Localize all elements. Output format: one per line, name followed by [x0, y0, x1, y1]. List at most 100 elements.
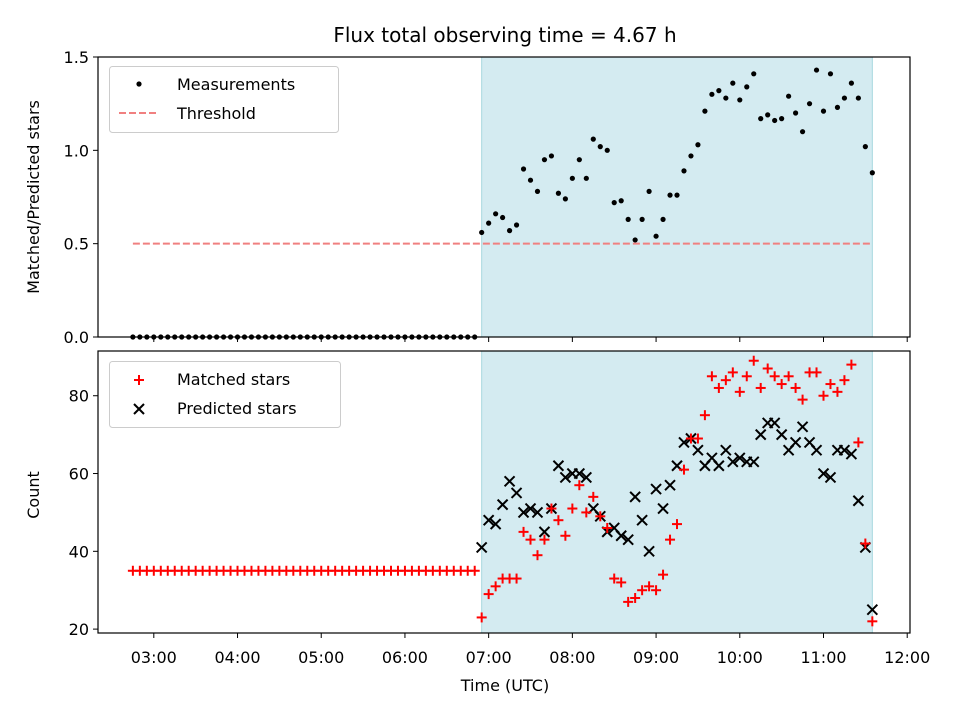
- measurement-point: [709, 91, 715, 97]
- predicted-star-point: [734, 452, 746, 464]
- predicted-star-point-b: [671, 460, 683, 472]
- measurement-point: [527, 177, 534, 183]
- predicted-star-point-b: [538, 526, 551, 538]
- predicted-star-point-b: [664, 479, 676, 491]
- predicted-star-point-b: [720, 444, 732, 456]
- predicted-star-point-b: [768, 417, 781, 429]
- measurement-point: [576, 157, 582, 163]
- measurement-point: [625, 216, 631, 222]
- bottom-y-tick-label: 60: [69, 465, 89, 484]
- matched-star-point: [748, 355, 759, 366]
- measurement-point: [772, 117, 778, 124]
- matched-star-point: [713, 382, 724, 393]
- predicted-star-point: [503, 475, 516, 488]
- predicted-star-point: [517, 506, 530, 519]
- matched-star-point: [699, 410, 710, 421]
- predicted-star-point-b: [622, 533, 634, 546]
- predicted-star-point: [817, 467, 830, 480]
- bottom-shaded-span: [481, 350, 873, 634]
- predicted-star-point: [775, 428, 788, 441]
- predicted-star-point: [657, 502, 669, 515]
- predicted-star-point: [510, 487, 523, 499]
- matched-star-point: [678, 464, 689, 475]
- measurement-point: [855, 95, 861, 101]
- predicted-star-point: [629, 491, 641, 503]
- x-tick-label: 05:00: [298, 648, 344, 667]
- measurement-point: [841, 95, 848, 101]
- measurement-point: [765, 112, 771, 118]
- legend-matched-marker: [134, 375, 144, 385]
- measurement-point: [792, 110, 799, 116]
- measurement-point: [520, 166, 527, 172]
- matched-star-point: [658, 569, 669, 580]
- measurement-point: [604, 147, 610, 153]
- predicted-star-point-b: [531, 506, 544, 519]
- legend-measurements-marker: [136, 81, 142, 87]
- bottom-axes-frame: [97, 350, 911, 634]
- predicted-star-point: [489, 518, 502, 530]
- measurement-point: [674, 192, 680, 198]
- measurement-point: [716, 88, 722, 94]
- top-legend: Measurements Threshold: [109, 66, 339, 133]
- predicted-star-point: [650, 483, 662, 495]
- predicted-star-point-b: [475, 541, 488, 554]
- measurement-point: [834, 104, 841, 110]
- x-tick-label: 09:00: [633, 648, 679, 667]
- predicted-star-point: [852, 495, 865, 507]
- predicted-star-point: [789, 436, 802, 449]
- matched-star-point: [546, 503, 557, 514]
- matched-star-point: [825, 379, 836, 390]
- matched-star-point: [860, 538, 871, 549]
- measurement-point: [730, 80, 736, 86]
- x-tick-label: 03:00: [131, 648, 177, 667]
- matched-star-point: [790, 382, 801, 393]
- predicted-star-point: [559, 471, 572, 484]
- predicted-star-point-b: [496, 498, 509, 511]
- matched-star-point: [644, 581, 655, 592]
- legend-matched-label: Matched stars: [177, 370, 290, 389]
- predicted-star-point-b: [510, 487, 523, 499]
- bottom-y-axis-label: Count: [24, 471, 43, 519]
- top-y-axis-label: Matched/Predicted stars: [24, 100, 43, 294]
- matched-star-point: [720, 375, 731, 386]
- measurement-point: [493, 211, 499, 217]
- matched-star-point: [832, 386, 843, 397]
- x-tick-label: 08:00: [549, 648, 595, 667]
- matched-star-point: [811, 367, 822, 378]
- measurement-point: [590, 136, 596, 142]
- matched-star-point: [630, 592, 641, 603]
- predicted-star-point: [796, 421, 809, 433]
- predicted-star-point: [475, 541, 488, 554]
- predicted-star-point-b: [706, 452, 718, 464]
- predicted-star-point-b: [482, 514, 495, 526]
- predicted-star-point: [824, 471, 837, 484]
- matched-star-point: [588, 491, 599, 502]
- predicted-star-point-b: [789, 436, 802, 449]
- predicted-star-point-b: [489, 518, 502, 530]
- predicted-star-point-b: [580, 471, 593, 484]
- predicted-star-point: [622, 533, 634, 546]
- measurement-point: [660, 216, 666, 222]
- matched-star-point: [706, 371, 717, 382]
- predicted-star-point-b: [748, 456, 760, 468]
- predicted-star-point-b: [796, 421, 809, 433]
- predicted-star-point: [664, 479, 676, 491]
- predicted-star-point: [713, 460, 725, 472]
- matched-star-point: [665, 534, 676, 545]
- matched-star-point: [581, 507, 592, 518]
- measurement-point: [827, 71, 834, 77]
- bottom-y-tick-label: 20: [69, 620, 89, 639]
- measurement-point: [548, 153, 555, 159]
- measurement-point: [569, 175, 575, 181]
- measurement-point: [646, 188, 652, 194]
- predicted-star-point-b: [559, 471, 572, 484]
- matched-star-point: [727, 367, 738, 378]
- measurement-point: [653, 233, 659, 239]
- measurement-point: [611, 200, 617, 206]
- measurement-point: [813, 67, 820, 73]
- bottom-y-tick-label: 40: [69, 542, 89, 561]
- predicted-star-point-b: [657, 502, 669, 515]
- measurement-point: [541, 157, 548, 163]
- bottom-panel: 20 40 60 80: [69, 350, 911, 639]
- predicted-star-point-b: [845, 448, 858, 460]
